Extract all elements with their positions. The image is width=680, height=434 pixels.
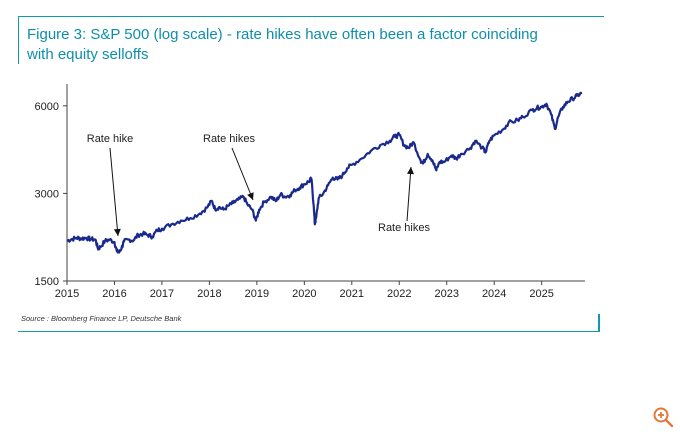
figure-title-line-1: Figure 3: S&P 500 (log scale) - rate hik… [27, 26, 538, 43]
sp500-line [66, 91, 583, 254]
x-tick-label: 2024 [482, 288, 506, 300]
figure-title-line-2: with equity selloffs [27, 46, 149, 63]
zoom-button[interactable] [652, 406, 674, 428]
chart-axes [66, 84, 585, 282]
x-tick-label: 2023 [434, 288, 458, 300]
zoom-in-icon [653, 407, 674, 428]
annotation-label: Rate hikes [203, 133, 255, 145]
figure-title-frame [18, 16, 604, 64]
x-tick-label: 2020 [292, 288, 316, 300]
annotation-arrowhead [113, 228, 121, 236]
x-tick-label: 2019 [245, 288, 269, 300]
y-tick-label: 6000 [35, 101, 59, 113]
x-tick-label: 2016 [102, 288, 126, 300]
annotation-arrow-line [109, 147, 119, 237]
y-tick-label: 3000 [35, 188, 59, 200]
x-tick-label: 2015 [55, 288, 79, 300]
annotation-arrowhead [406, 167, 414, 175]
figure-title: Figure 3: S&P 500 (log scale) - rate hik… [27, 25, 597, 65]
annotation-arrow-line [231, 147, 254, 201]
annotation-label: Rate hike [87, 133, 133, 145]
chart-annotations: Rate hike Rate hikes Rate hikes [87, 133, 430, 237]
annotation-label: Rate hikes [378, 222, 430, 234]
y-tick-label: 1500 [35, 276, 59, 288]
annotation-arrow-line [406, 166, 412, 222]
chart-ticks: 1500 3000 6000 2015 2016 2017 2018 2019 2020 2021… [35, 101, 554, 300]
chart-series [66, 91, 583, 254]
x-tick-label: 2021 [340, 288, 364, 300]
bottom-rule-tick [598, 314, 600, 332]
x-tick-label: 2018 [197, 288, 221, 300]
x-tick-label: 2025 [529, 288, 553, 300]
source-note: Source : Bloomberg Finance LP, Deutsche … [21, 314, 182, 323]
x-tick-label: 2022 [387, 288, 411, 300]
annotation-arrowhead [247, 192, 254, 200]
x-tick-label: 2017 [150, 288, 174, 300]
bottom-rule [18, 331, 599, 332]
